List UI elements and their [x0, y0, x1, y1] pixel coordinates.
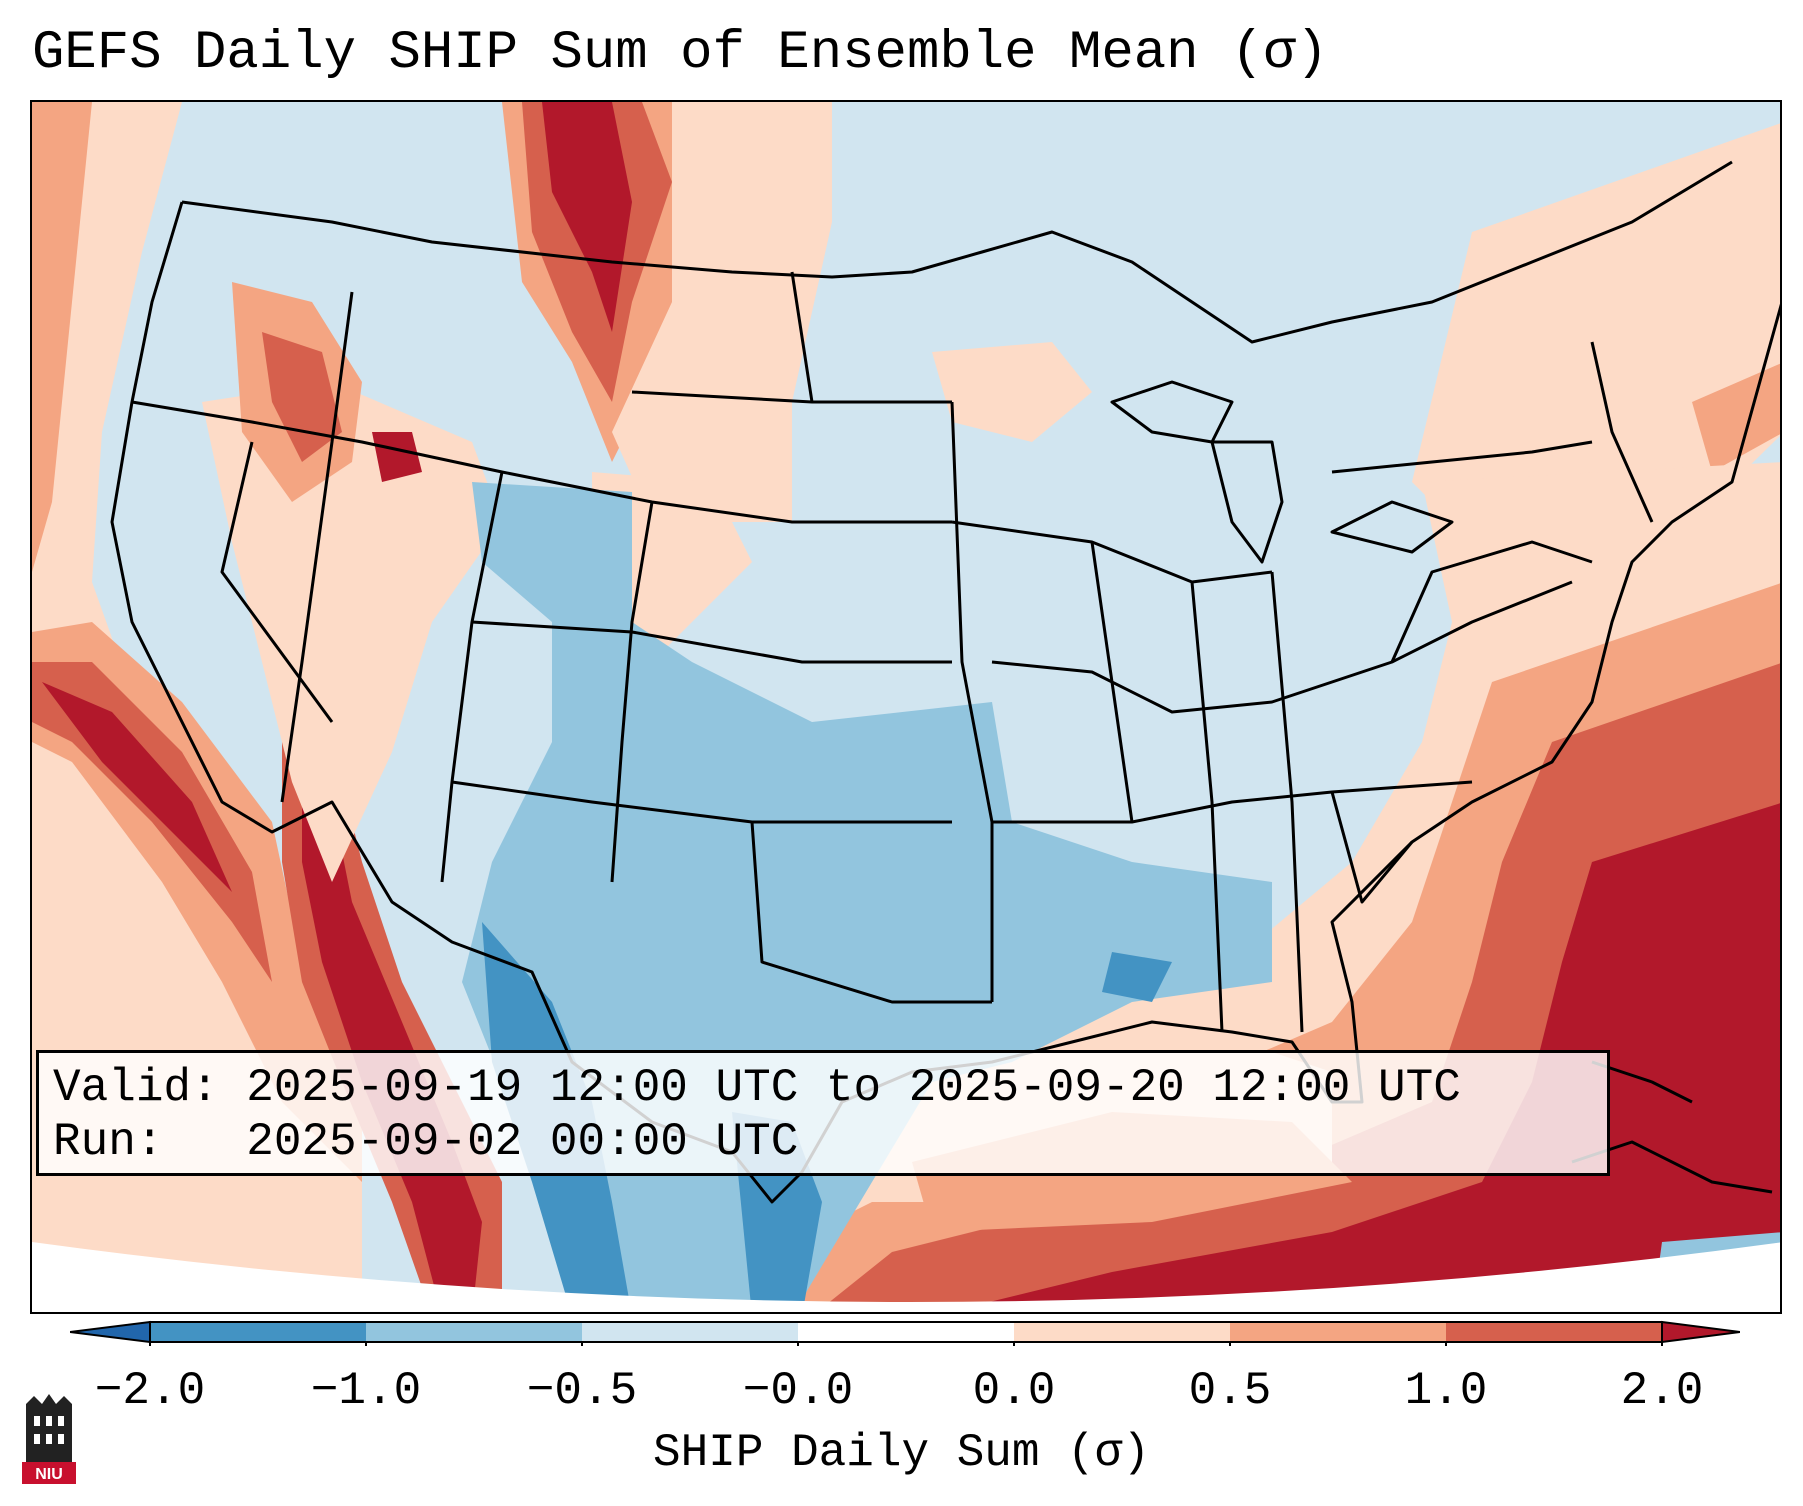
colorbar-tick-label: 0.0 [972, 1365, 1056, 1417]
colorbar-bin-2 [366, 1322, 582, 1342]
niu-logo: NIU [22, 1394, 76, 1484]
validity-info-box: Valid: 2025-09-19 12:00 UTC to 2025-09-2… [36, 1050, 1610, 1176]
colorbar-bin-6 [1230, 1322, 1446, 1342]
colorbar [70, 1320, 1740, 1346]
logo-text: NIU [35, 1466, 63, 1483]
montana-anomaly-core [542, 102, 632, 332]
colorbar-tick-label: 0.5 [1188, 1365, 1272, 1417]
logo-banner [22, 1462, 76, 1484]
colorbar-tick-label: −2.0 [94, 1365, 206, 1417]
louisiana-negative-strong [1102, 952, 1172, 1002]
baja-anomaly-core [42, 682, 232, 892]
tower-icon [26, 1394, 72, 1462]
valid-time-text: Valid: 2025-09-19 12:00 UTC to 2025-09-2… [53, 1062, 1461, 1114]
great-basin-anomaly [202, 382, 502, 882]
run-time-text: Run: 2025-09-02 00:00 UTC [53, 1116, 799, 1168]
colorbar-bin-3 [582, 1322, 798, 1342]
idaho-anomaly-core [372, 432, 422, 482]
pacific-anomaly-edge [32, 102, 92, 572]
tower-windows [34, 1416, 64, 1444]
colorbar-bin-4 [798, 1322, 1014, 1342]
colorbar-frame [149, 1321, 1663, 1343]
colorbar-bin-1 [150, 1322, 366, 1342]
colorbar-tick-label: −0.0 [742, 1365, 854, 1417]
colorbar-tick-label: −1.0 [310, 1365, 422, 1417]
colorbar-bin-5 [1014, 1322, 1230, 1342]
map-title: GEFS Daily SHIP Sum of Ensemble Mean (σ) [32, 23, 1329, 84]
colorbar-extend-low [70, 1320, 151, 1344]
northeast-anomaly [1412, 123, 1780, 572]
great-lakes-anomaly [932, 342, 1092, 442]
atlantic-anomaly-core [948, 803, 1780, 1312]
oregon-anomaly-strong [262, 332, 342, 462]
projection-edge [32, 1242, 1780, 1312]
colorbar-label: SHIP Daily Sum (σ) [653, 1427, 1150, 1479]
colorbar-ticks [149, 1342, 1663, 1346]
pacific-anomaly-light [32, 102, 362, 1312]
dakotas-anomaly [612, 102, 832, 522]
colorbar-extend-high [1661, 1320, 1740, 1344]
colorbar-tick-label: −0.5 [526, 1365, 638, 1417]
colorbar-tick-label: 2.0 [1620, 1365, 1704, 1417]
colorbar-tick-label: 1.0 [1404, 1365, 1488, 1417]
colorbar-bin-7 [1446, 1322, 1662, 1342]
